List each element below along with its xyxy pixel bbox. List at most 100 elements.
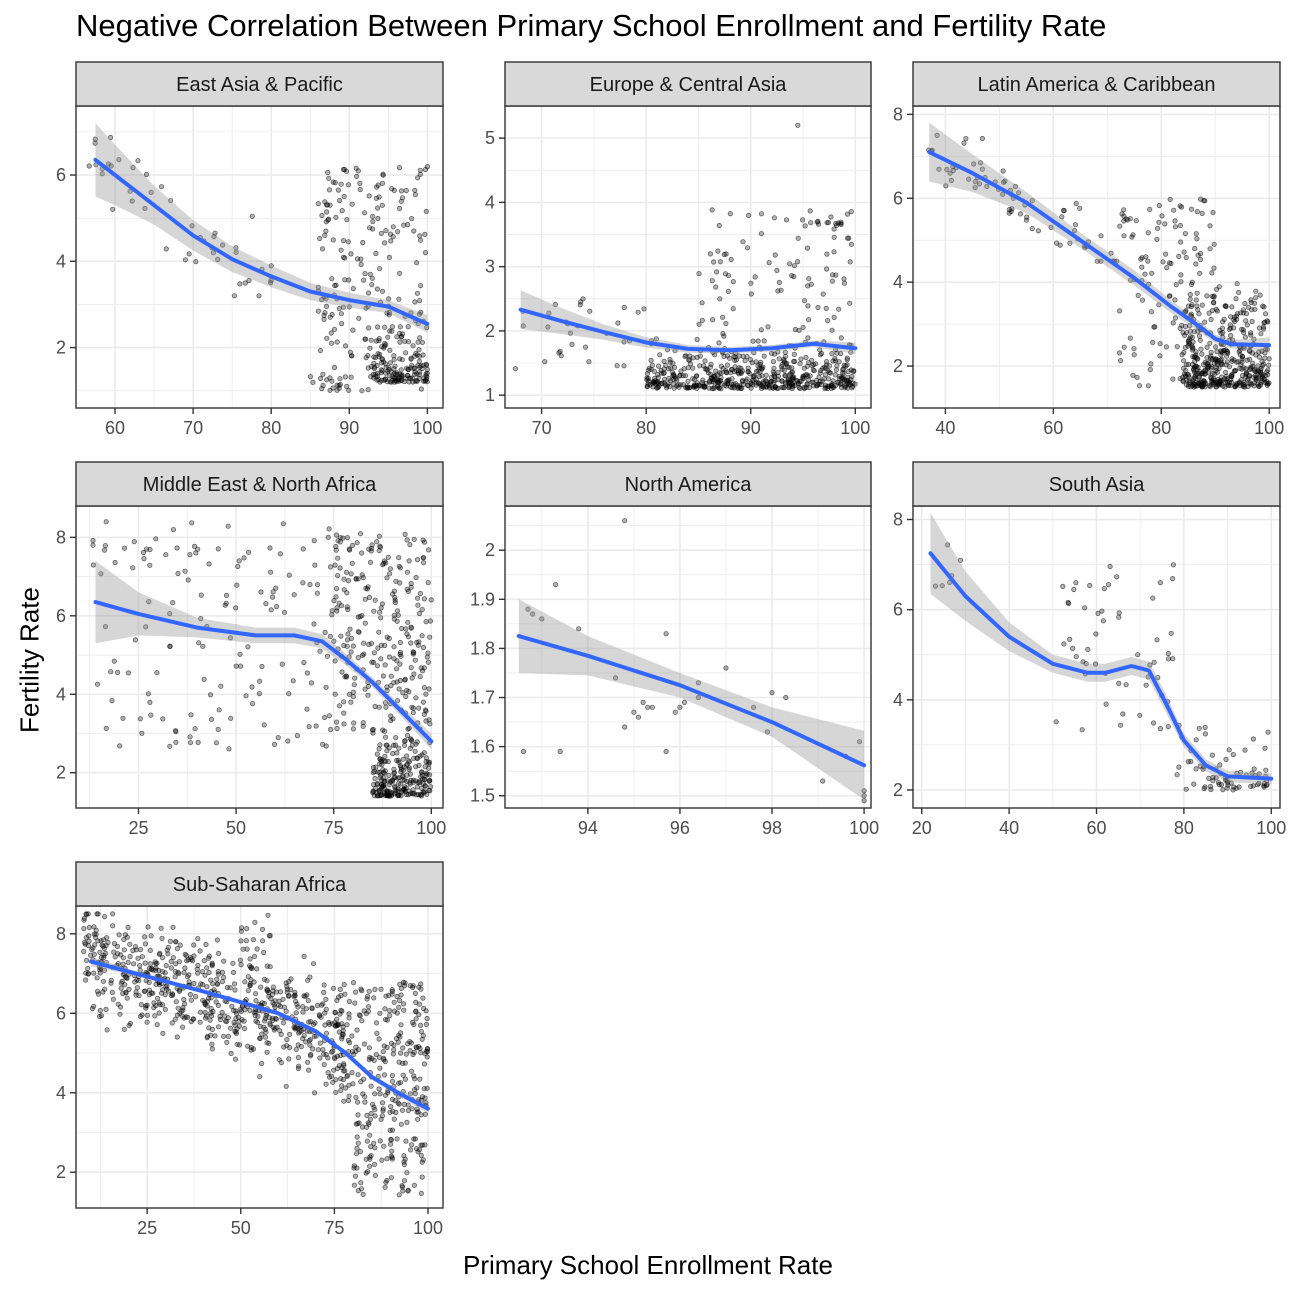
- data-point: [404, 569, 410, 575]
- data-point: [1185, 361, 1192, 368]
- data-point: [378, 615, 384, 621]
- data-point: [335, 572, 341, 579]
- data-point: [1259, 362, 1266, 369]
- data-point: [387, 360, 393, 366]
- data-point: [389, 328, 395, 334]
- data-point: [1000, 168, 1006, 174]
- data-point: [1220, 786, 1226, 793]
- data-point: [948, 177, 955, 183]
- data-point: [348, 649, 354, 655]
- data-point: [713, 269, 720, 275]
- data-point: [384, 792, 390, 799]
- data-point: [211, 987, 217, 993]
- data-point: [1181, 249, 1187, 255]
- data-point: [232, 1056, 239, 1062]
- data-point: [1187, 323, 1193, 329]
- data-point: [383, 376, 389, 382]
- data-point: [206, 995, 212, 1001]
- data-point: [309, 1006, 315, 1012]
- x-tick-label: 100: [416, 818, 446, 838]
- data-point: [386, 254, 392, 260]
- data-point: [348, 374, 354, 380]
- data-point: [1244, 357, 1250, 363]
- data-point: [730, 305, 736, 312]
- data-point: [1196, 333, 1203, 339]
- data-point: [372, 1091, 378, 1097]
- data-point: [198, 592, 204, 598]
- data-point: [1211, 371, 1218, 377]
- data-point: [238, 961, 244, 968]
- data-point: [402, 350, 409, 356]
- data-point: [352, 1173, 359, 1179]
- data-point: [1147, 662, 1153, 668]
- data-point: [1249, 770, 1255, 776]
- data-point: [137, 716, 143, 722]
- x-tick-label: 94: [578, 818, 598, 838]
- data-point: [1238, 310, 1244, 316]
- data-point: [1189, 301, 1195, 308]
- data-point: [286, 572, 292, 578]
- data-point: [356, 629, 362, 635]
- data-point: [1184, 371, 1191, 377]
- data-point: [387, 1012, 393, 1019]
- data-point: [342, 255, 348, 261]
- data-point: [1067, 636, 1073, 643]
- data-point: [108, 163, 114, 169]
- data-point: [1239, 359, 1245, 365]
- data-point: [416, 778, 422, 784]
- data-point: [1168, 630, 1174, 636]
- data-point: [312, 562, 318, 568]
- data-point: [317, 1055, 323, 1061]
- data-point: [377, 756, 383, 762]
- data-point: [221, 958, 227, 964]
- data-point: [399, 372, 405, 378]
- data-point: [832, 355, 838, 362]
- data-point: [1150, 595, 1156, 601]
- data-point: [268, 607, 274, 613]
- data-point: [338, 1087, 344, 1094]
- data-point: [388, 778, 394, 784]
- data-point: [398, 188, 405, 194]
- data-point: [422, 776, 428, 783]
- data-point: [372, 986, 378, 993]
- data-point: [187, 551, 193, 558]
- data-point: [1073, 580, 1079, 586]
- data-point: [233, 1008, 239, 1014]
- data-point: [1070, 645, 1076, 652]
- data-point: [367, 1116, 374, 1122]
- data-point: [420, 555, 427, 561]
- data-point: [164, 986, 170, 992]
- data-point: [358, 550, 365, 556]
- data-point: [365, 290, 372, 296]
- data-point: [304, 977, 311, 983]
- data-point: [422, 231, 428, 237]
- data-point: [310, 1021, 317, 1027]
- data-point: [360, 1191, 366, 1198]
- data-point: [838, 335, 844, 341]
- data-point: [1157, 725, 1164, 732]
- data-point: [368, 1110, 374, 1117]
- data-point: [782, 381, 789, 387]
- data-point: [395, 612, 401, 618]
- data-point: [343, 673, 349, 679]
- data-point: [329, 311, 335, 318]
- smooth-line: [927, 150, 1272, 348]
- data-point: [389, 1156, 395, 1162]
- data-point: [728, 366, 735, 373]
- data-point: [148, 189, 154, 195]
- data-point: [190, 1016, 196, 1022]
- data-point: [187, 991, 193, 998]
- data-point: [258, 1060, 265, 1067]
- data-point: [120, 955, 127, 961]
- data-point: [314, 581, 321, 588]
- data-point: [323, 1081, 329, 1087]
- points-layer: [81, 911, 431, 1198]
- x-tick-label: 70: [532, 418, 552, 438]
- data-point: [1231, 368, 1237, 374]
- data-point: [419, 1174, 425, 1180]
- data-point: [284, 1036, 290, 1043]
- data-point: [622, 724, 628, 730]
- data-point: [340, 1032, 346, 1038]
- data-point: [775, 349, 781, 355]
- data-point: [98, 954, 105, 960]
